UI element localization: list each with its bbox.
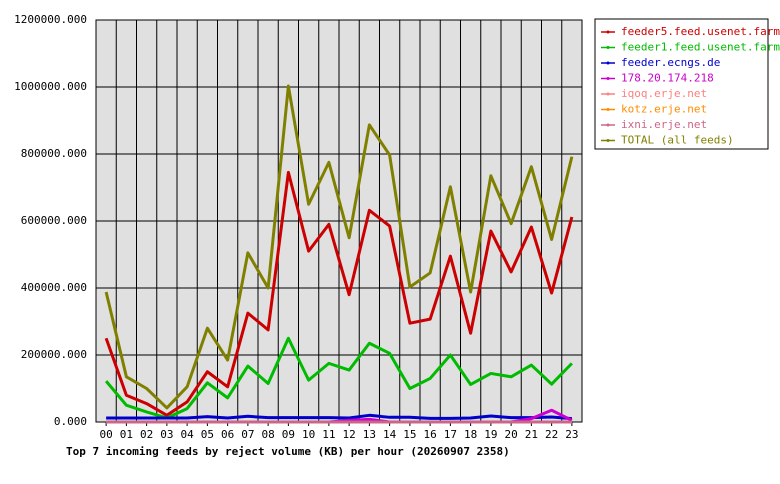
x-tick-label: 12 [343, 428, 356, 441]
x-tick-label: 00 [100, 428, 113, 441]
legend-box [594, 18, 769, 150]
series-line [104, 336, 573, 420]
legend-label: feeder5.feed.usenet.farm [621, 25, 780, 38]
x-tick-label: 18 [464, 428, 477, 441]
legend-label: ixni.erje.net [621, 118, 707, 131]
legend-label: feeder.ecngs.de [621, 56, 720, 69]
x-tick-label: 08 [262, 428, 275, 441]
legend-dot [606, 46, 610, 49]
x-tick-label: 11 [322, 428, 335, 441]
y-tick-label: 0.000 [54, 415, 87, 428]
y-tick-label: 400000.000 [21, 281, 87, 294]
y-tick-label: 1200000.000 [14, 13, 87, 26]
legend-label: 178.20.174.218 [621, 72, 714, 85]
x-tick-label: 05 [201, 428, 214, 441]
legend-dot [606, 61, 610, 65]
legend-dot [606, 77, 610, 80]
legend-dot [606, 30, 610, 34]
x-tick-label: 16 [424, 428, 437, 441]
x-tick-label: 01 [120, 428, 133, 441]
legend-label: iqoq.erje.net [621, 87, 707, 100]
series-line [104, 84, 574, 410]
legend-label: kotz.erje.net [621, 103, 707, 116]
x-tick-label: 14 [383, 428, 397, 441]
x-tick-label: 21 [525, 428, 538, 441]
series-line [104, 170, 574, 417]
x-tick-label: 15 [403, 428, 416, 441]
legend-dot [606, 108, 610, 111]
x-tick-label: 23 [565, 428, 578, 441]
legend-label: feeder1.feed.usenet.farm [621, 41, 780, 54]
x-tick-label: 17 [444, 428, 457, 441]
x-tick-label: 10 [302, 428, 315, 441]
x-tick-label: 20 [505, 428, 518, 441]
x-tick-label: 22 [545, 428, 558, 441]
series-line [106, 413, 572, 421]
legend-dot [606, 92, 610, 96]
x-tick-label: 09 [282, 428, 295, 441]
x-tick-label: 06 [221, 428, 234, 441]
x-tick-label: 19 [484, 428, 497, 441]
y-tick-label: 600000.000 [21, 214, 87, 227]
x-tick-label: 02 [140, 428, 153, 441]
x-tick-label: 13 [363, 428, 376, 441]
x-tick-label: 03 [160, 428, 173, 441]
x-tick-label: 07 [241, 428, 254, 441]
y-tick-label: 800000.000 [21, 147, 87, 160]
chart-title: Top 7 incoming feeds by reject volume (K… [66, 445, 510, 458]
legend-dot [606, 139, 610, 142]
legend-dot [606, 123, 610, 127]
y-tick-label: 1000000.000 [14, 80, 87, 93]
x-tick-label: 04 [181, 428, 195, 441]
y-tick-label: 200000.000 [21, 348, 87, 361]
legend-label: TOTAL (all feeds) [621, 134, 734, 147]
